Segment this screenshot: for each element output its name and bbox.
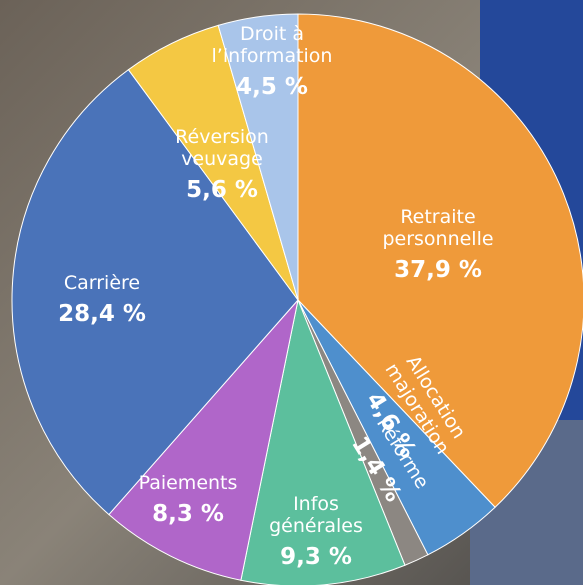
slice-label: Carrière 28,4 % [37,271,167,327]
category-label: Droit à l’information [211,22,333,67]
pie-slice [217,13,299,301]
pie [11,13,583,585]
value-label: 5,6 % [186,176,258,203]
category-label: Carrière [63,271,141,294]
value-label: 4,5 % [236,73,308,100]
category-label: Infos générales [269,492,363,537]
value-label: 9,3 % [280,543,352,570]
slice-label: Réversion veuvage 5,6 % [162,125,282,203]
pie-slice [11,68,299,516]
pie-slice [297,13,583,508]
category-label: Paiements [138,471,238,494]
slice-label: Droit à l’information 4,5 % [197,22,347,100]
value-label: 8,3 % [152,500,224,527]
slice-label: Retraite personnelle 37,9 % [363,205,513,283]
value-label: 28,4 % [58,300,146,327]
category-label: Retraite personnelle [382,205,494,250]
slice-label: Infos générales 9,3 % [261,492,371,570]
value-label: 37,9 % [394,256,482,283]
slice-label: Paiements 8,3 % [123,471,253,527]
pie-slice [108,298,299,581]
category-label: Réversion veuvage [175,125,269,170]
